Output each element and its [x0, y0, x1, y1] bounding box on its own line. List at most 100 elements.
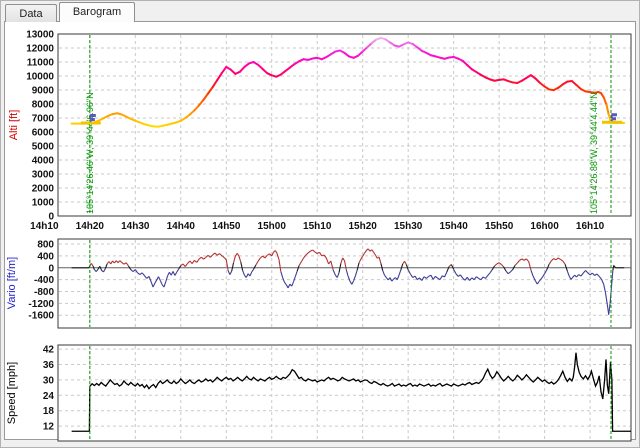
vario-curve-segment: [236, 252, 240, 257]
vario-curve-segment: [551, 258, 555, 262]
vario-curve-segment: [523, 258, 527, 261]
vario-curve-segment: [203, 256, 207, 260]
vario-curve-segment: [405, 264, 409, 271]
vario-curve-segment: [500, 264, 505, 268]
vario-ytick-label: -400: [34, 275, 54, 286]
tab-barogram[interactable]: Barogram: [59, 2, 135, 22]
vario-curve-segment: [92, 265, 95, 270]
altitude-curve-segment: [357, 50, 364, 57]
altitude-curve-segment: [570, 80, 578, 86]
altitude-curve-segment: [229, 68, 237, 75]
vario-curve-segment: [516, 260, 521, 264]
altitude-curve-segment: [257, 63, 264, 70]
vario-curve-segment: [480, 276, 484, 280]
vario-curve-segment: [307, 250, 311, 254]
vario-curve-segment: [163, 281, 167, 288]
vario-curve-segment: [603, 284, 607, 294]
speed-ytick-label: 24: [43, 391, 55, 402]
vario-curve-segment: [128, 265, 132, 270]
vario-curve-segment: [566, 270, 570, 277]
vario-curve-segment: [271, 251, 275, 257]
vario-curve-segment: [560, 259, 564, 262]
vario-curve-segment: [612, 265, 615, 271]
vario-curve-segment: [430, 274, 434, 280]
vario-curve-segment: [435, 275, 439, 279]
vario-curve-segment: [125, 262, 129, 267]
vario-curve-segment: [182, 263, 186, 267]
vario-curve-segment: [414, 275, 418, 280]
vario-curve-segment: [167, 271, 170, 277]
marker-flag-icon: [611, 113, 617, 121]
altitude-ytick-label: 1000: [32, 198, 55, 209]
vario-curve-segment: [446, 266, 450, 273]
vario-curve-segment: [519, 258, 523, 261]
vario-ytick-label: -1600: [28, 311, 54, 322]
vario-curve-segment: [503, 266, 507, 272]
altitude-curve-segment: [238, 65, 246, 73]
vario-curve-segment: [298, 261, 302, 266]
vario-curve-segment: [353, 275, 356, 282]
vario-curve-segment: [340, 257, 344, 264]
vario-curve-segment: [102, 268, 106, 273]
vario-ytick-label: 400: [37, 251, 54, 262]
vario-curve-segment: [323, 254, 327, 259]
vario-curve-segment: [178, 265, 182, 270]
altitude-chart: 0 1000 2000 3000 4000 5000 6000 7000 8000 9000 100…: [26, 30, 632, 232]
vario-curve-segment: [134, 269, 139, 274]
vario-curve-segment: [336, 272, 340, 278]
vario-curve-segment: [580, 272, 584, 277]
vario-curve-segment: [152, 282, 156, 288]
vario-curve-segment: [130, 269, 134, 273]
vario-curve-segment: [389, 277, 393, 282]
altitude-curve-segment: [193, 104, 200, 112]
xtick-label: 14h50: [212, 221, 241, 232]
vario-curve-segment: [219, 253, 223, 257]
vario-curve-segment: [409, 273, 414, 278]
vario-curve-segment: [251, 268, 255, 273]
vario-curve-segment: [338, 263, 342, 273]
vario-curve-segment: [90, 263, 94, 267]
vario-curve-segment: [225, 259, 229, 271]
speed-chart: 12 18 24 30 36 42: [43, 344, 632, 442]
vario-curve-segment: [345, 269, 349, 277]
vario-curve-segment: [544, 269, 548, 274]
tab-data[interactable]: Data: [5, 4, 57, 22]
altitude-curve-segment: [461, 59, 469, 67]
speed-ytick-label: 42: [43, 345, 55, 356]
xtick-label: 14h20: [76, 221, 105, 232]
vario-curve-segment: [259, 255, 264, 259]
vario-curve-segment: [139, 272, 143, 276]
altitude-curve-segment: [216, 72, 223, 82]
vario-curve-segment: [553, 258, 557, 261]
vario-curve-segment: [358, 258, 362, 263]
altitude-curve-segment: [602, 96, 608, 106]
vario-curve-segment: [360, 255, 364, 260]
vario-curve-segment: [455, 273, 459, 277]
xtick-label: 14h30: [121, 221, 150, 232]
vario-curve-segment: [487, 272, 491, 276]
altitude-ytick-label: 13000: [26, 30, 54, 41]
vario-curve-segment: [321, 254, 325, 257]
vario-curve-segment: [396, 274, 400, 280]
vario-ytick-label: 800: [37, 240, 54, 251]
vario-curve-segment: [562, 260, 566, 265]
vario-curve-segment: [200, 256, 204, 260]
vario-curve-segment: [221, 255, 225, 258]
vario-curve-segment: [439, 275, 443, 280]
vario-curve-segment: [512, 265, 516, 270]
vario-curve-segment: [460, 274, 464, 279]
vario-curve-segment: [257, 257, 261, 262]
vario-curve-segment: [425, 275, 430, 279]
vario-curve-segment: [444, 271, 448, 278]
altitude-curve-segment: [466, 64, 473, 71]
vario-curve-segment: [521, 258, 525, 261]
altitude-ytick-label: 7000: [32, 114, 55, 125]
vario-curve-segment: [585, 270, 589, 274]
vario-curve-segment: [404, 260, 407, 265]
vario-curve-segment: [542, 273, 546, 277]
vario-curve-segment: [485, 275, 489, 279]
vario-curve-segment: [137, 272, 141, 276]
vario-curve-segment: [419, 277, 423, 281]
vario-curve-segment: [354, 269, 358, 276]
